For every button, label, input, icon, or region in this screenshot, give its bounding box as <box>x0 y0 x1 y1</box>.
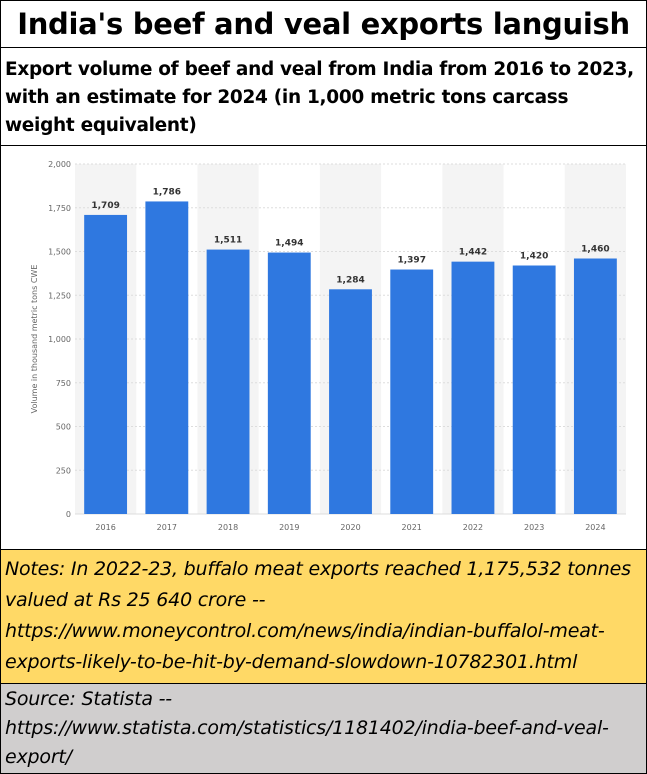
source: Source: Statista -- https://www.statista… <box>1 684 646 773</box>
y-tick-label: 2,000 <box>48 160 71 169</box>
y-tick-label: 750 <box>56 379 71 388</box>
x-tick-label: 2024 <box>585 523 605 532</box>
y-tick-label: 1,500 <box>48 248 71 257</box>
y-tick-label: 1,750 <box>48 204 71 213</box>
bar <box>267 252 311 515</box>
bar <box>206 249 250 514</box>
x-tick-label: 2017 <box>157 523 177 532</box>
x-tick-label: 2016 <box>95 523 115 532</box>
y-tick-label: 0 <box>66 510 71 519</box>
x-tick-label: 2021 <box>402 523 422 532</box>
bar <box>451 261 495 514</box>
bar <box>329 289 372 514</box>
title: India's beef and veal exports languish <box>1 1 646 48</box>
y-tick-label: 1,000 <box>48 335 71 344</box>
x-tick-label: 2023 <box>524 523 544 532</box>
x-tick-label: 2020 <box>340 523 360 532</box>
x-tick-label: 2019 <box>279 523 299 532</box>
data-label: 1,511 <box>214 236 242 246</box>
y-axis-label: Volume in thousand metric tons CWE <box>30 265 39 414</box>
y-tick-label: 250 <box>56 466 71 475</box>
chart: 0 250 500 750 1,000 1,250 1,500 1,750 2,000 Volum… <box>30 160 626 532</box>
data-label: 1,420 <box>520 252 548 262</box>
data-label: 1,494 <box>275 239 303 249</box>
bar <box>573 258 617 514</box>
bar <box>84 214 128 515</box>
x-tick-label: 2018 <box>218 523 238 532</box>
bar <box>512 265 556 514</box>
bar <box>390 269 434 514</box>
bar <box>145 201 189 514</box>
y-tick-label: 500 <box>56 423 71 432</box>
subtitle: Export volume of beef and veal from Indi… <box>1 48 646 146</box>
notes: Notes: In 2022-23, buffalo meat exports … <box>1 549 646 684</box>
data-label: 1,786 <box>153 187 181 197</box>
data-label: 1,397 <box>397 256 425 266</box>
y-tick-label: 1,250 <box>48 291 71 300</box>
x-tick-label: 2022 <box>463 523 483 532</box>
data-label: 1,460 <box>581 245 609 255</box>
data-label: 1,442 <box>459 248 487 258</box>
data-label: 1,284 <box>336 275 364 285</box>
data-label: 1,709 <box>91 201 119 211</box>
